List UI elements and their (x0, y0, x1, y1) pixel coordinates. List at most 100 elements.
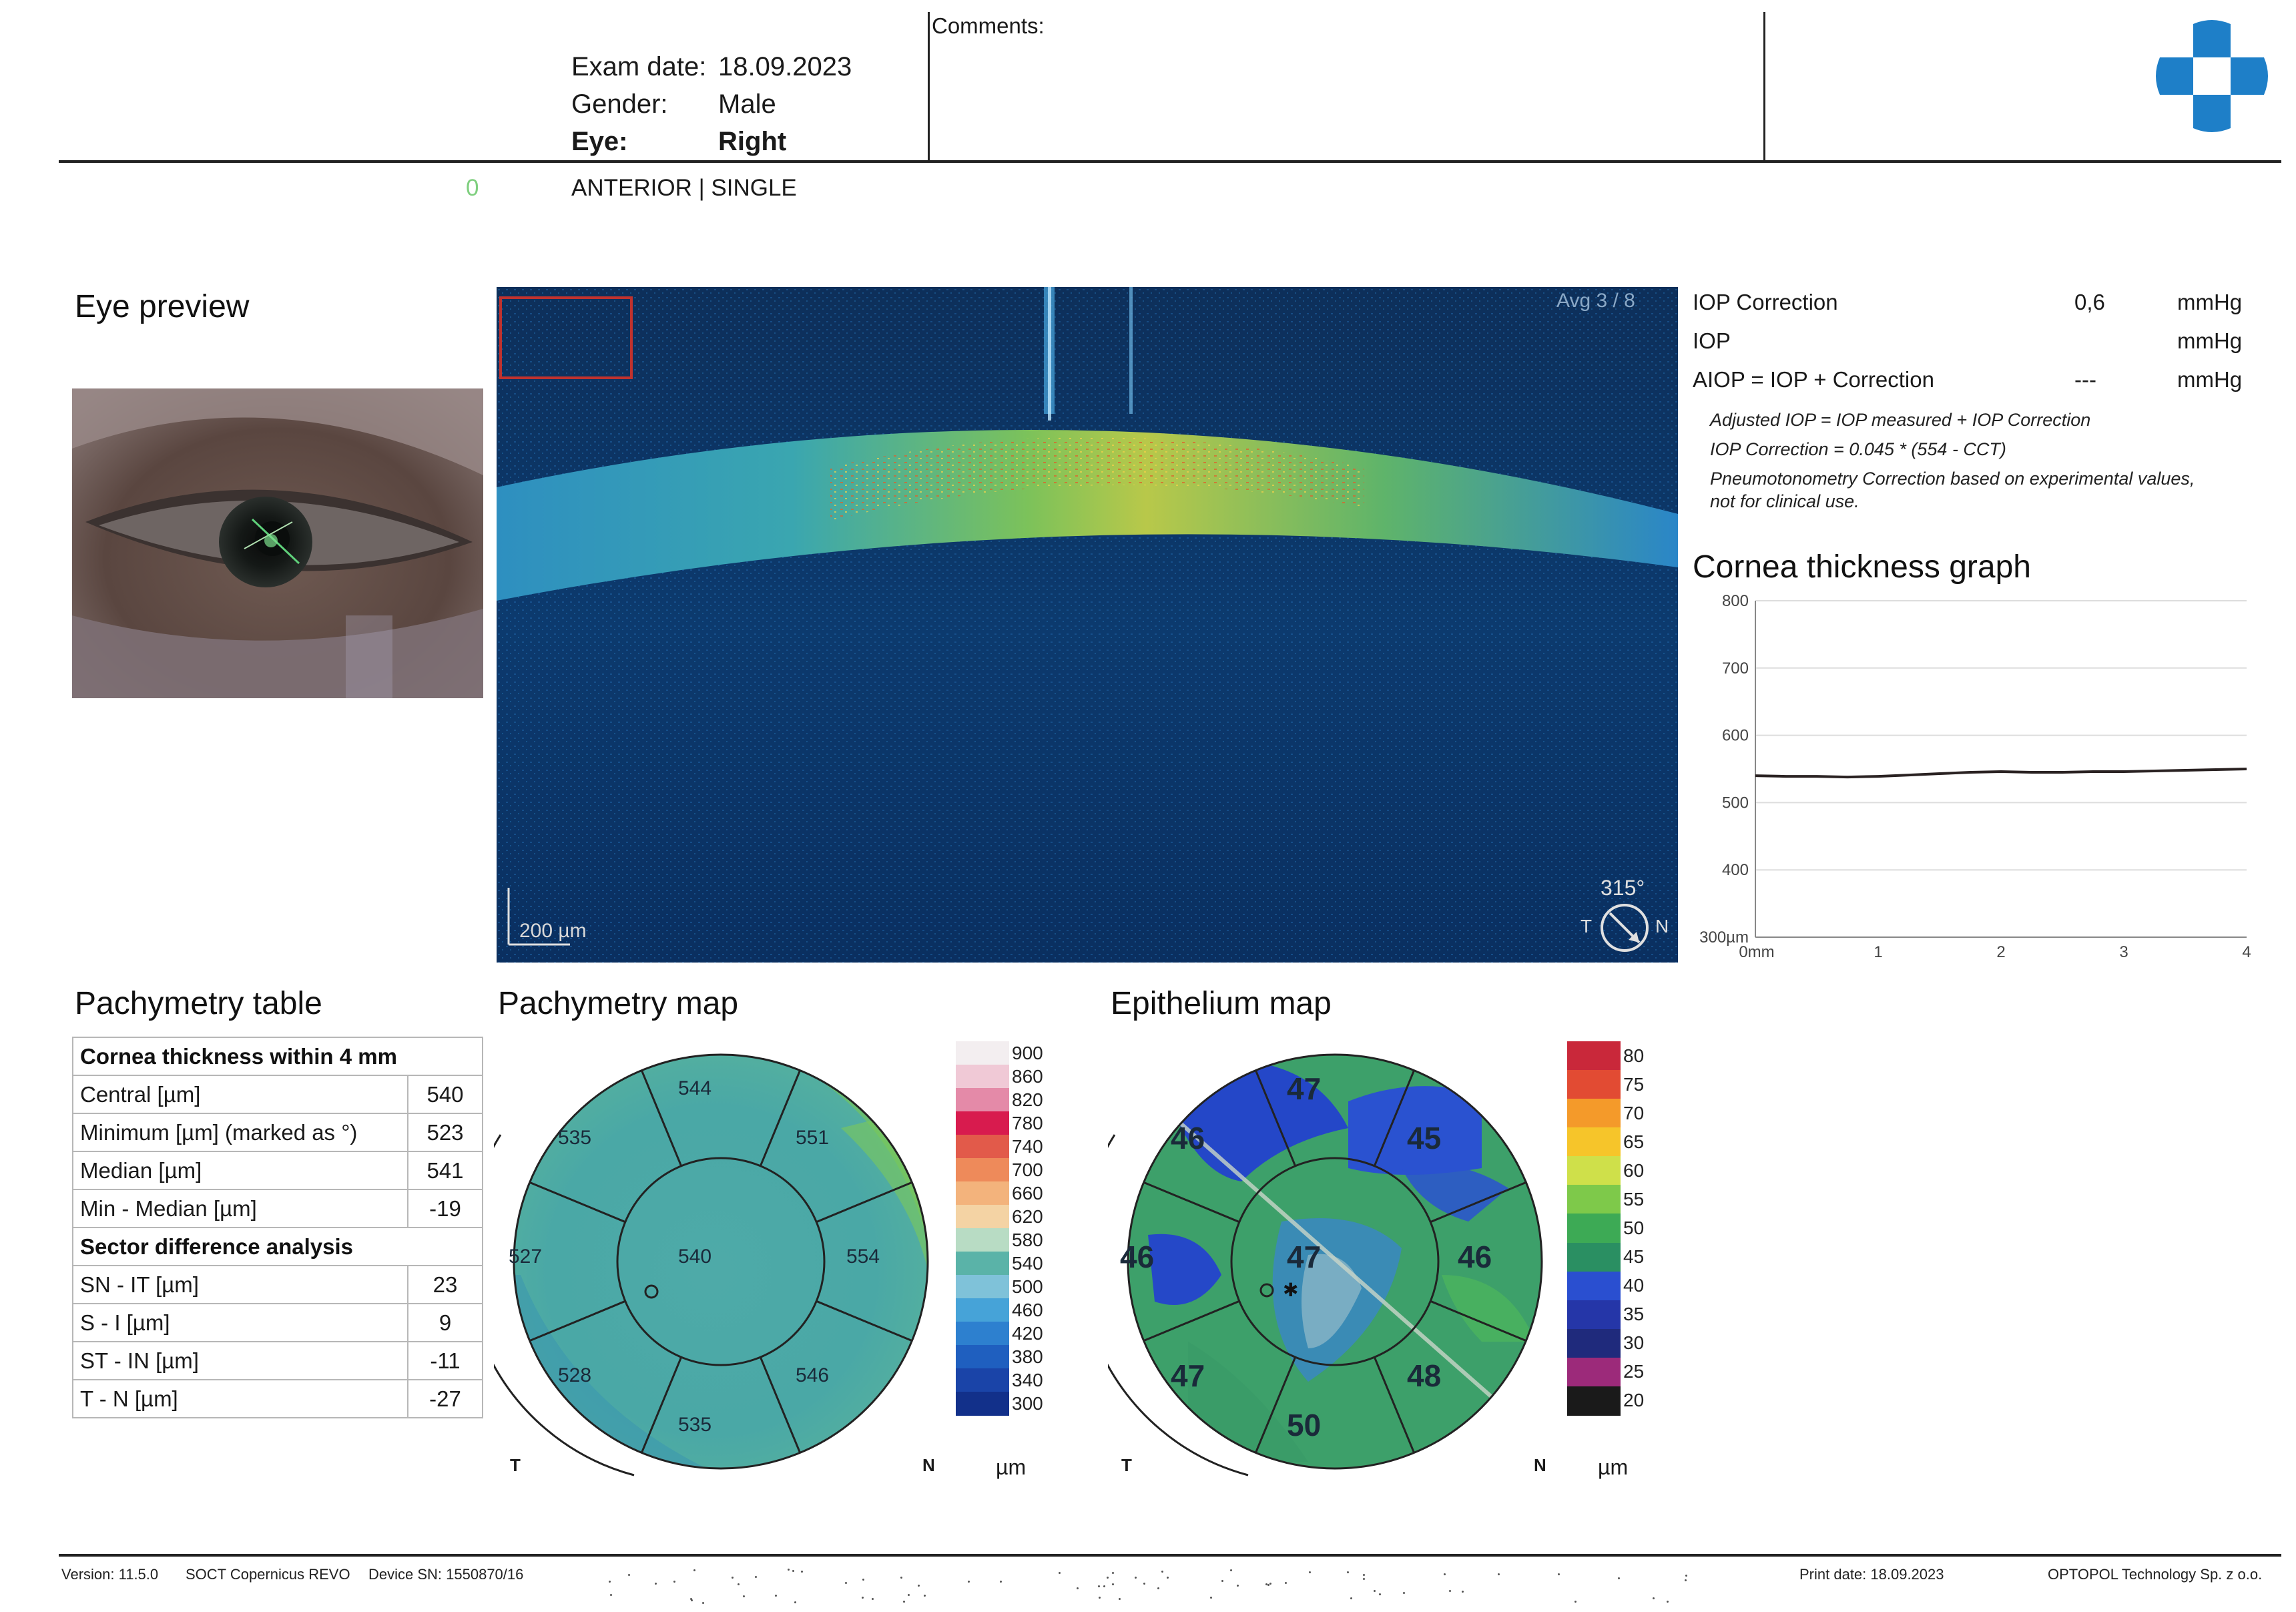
speck (900, 1576, 902, 1579)
legend-swatch (1567, 1214, 1621, 1244)
legend-label: 30 (1623, 1332, 1645, 1354)
sector-divider (1254, 1356, 1297, 1453)
sector-divider (1373, 1070, 1416, 1167)
legend-swatch (1567, 1099, 1621, 1129)
legend-label: 860 (1012, 1065, 1043, 1087)
median-label: Median [µm] (72, 1151, 408, 1190)
legend-swatch (956, 1368, 1009, 1392)
graph-y-tick-label: 800 (1722, 594, 1749, 610)
speck (1557, 1573, 1560, 1576)
epithelium-sector-n: 46 (1458, 1240, 1492, 1274)
scan-type: ANTERIOR | SINGLE (571, 175, 797, 201)
speck (775, 1594, 778, 1597)
speck (1135, 1576, 1137, 1579)
oct-cornea-scan (497, 287, 1678, 963)
minimum-value: 523 (407, 1113, 483, 1152)
speck (1308, 1571, 1311, 1574)
legend-swatch (956, 1088, 1009, 1112)
speck (999, 1580, 1002, 1583)
legend-label: 55 (1623, 1188, 1645, 1210)
legend-label: 380 (1012, 1346, 1043, 1367)
pachymetry-map-title: Pachymetry map (498, 986, 739, 1021)
aiop-unit: mmHg (2177, 367, 2243, 392)
speck (1099, 1596, 1101, 1599)
speck (1685, 1575, 1687, 1577)
speck (800, 1570, 803, 1573)
graph-y-tick-label: 600 (1722, 727, 1749, 745)
pachymetry-temporal-label: T (510, 1455, 521, 1475)
median-value: 541 (407, 1151, 483, 1190)
st-in-value: -11 (407, 1341, 483, 1380)
table-row: Central [µm] 540 (72, 1075, 483, 1114)
comments-right-border (1763, 12, 1765, 162)
legend-swatch (1567, 1156, 1621, 1186)
pachymetry-sector-n: 554 (846, 1246, 880, 1268)
graph-x-tick-label: 1 (1874, 943, 1882, 961)
legend-label: 460 (1012, 1299, 1043, 1320)
pachymetry-sector-sn: 551 (796, 1127, 830, 1149)
pachymetry-sector-st: 535 (558, 1127, 592, 1149)
speck (1574, 1601, 1577, 1603)
speck (732, 1577, 734, 1579)
speck (1403, 1591, 1406, 1594)
legend-swatch (956, 1322, 1009, 1346)
sector-divider (816, 1300, 912, 1342)
legend-label: 620 (1012, 1205, 1043, 1227)
oct-temporal-label: T (1581, 916, 1593, 936)
speck (693, 1569, 696, 1572)
legend-swatch (956, 1181, 1009, 1205)
legend-label: 40 (1623, 1275, 1645, 1296)
speck (673, 1580, 675, 1583)
sector-divider (1143, 1181, 1240, 1224)
speck (1112, 1583, 1115, 1585)
pachymetry-sector-in: 546 (796, 1364, 830, 1386)
eye-label: Eye: (571, 127, 628, 156)
speck (1497, 1573, 1500, 1575)
legend-label: 740 (1012, 1135, 1043, 1157)
legend-swatch (956, 1252, 1009, 1276)
speck (1666, 1601, 1669, 1603)
speck (907, 1594, 910, 1597)
speck (1111, 1571, 1114, 1574)
pachymetry-map (494, 1053, 929, 1476)
minimum-label: Minimum [µm] (marked as °) (72, 1113, 408, 1152)
legend-swatch (1567, 1041, 1621, 1071)
speck (918, 1585, 920, 1587)
speck (1363, 1573, 1366, 1576)
legend-swatch (1567, 1127, 1621, 1157)
table-row: SN - IT [µm] 23 (72, 1265, 483, 1304)
eye-value: Right (718, 127, 787, 156)
speck (1350, 1597, 1352, 1600)
st-in-label: ST - IN [µm] (72, 1341, 408, 1380)
epithelium-sector-sn: 45 (1407, 1121, 1442, 1155)
speck (1076, 1587, 1079, 1589)
speck (1103, 1585, 1106, 1588)
pachymetry-sector-t: 527 (509, 1246, 543, 1268)
comments-label: Comments: (932, 13, 1045, 38)
speck (1098, 1585, 1101, 1587)
speck (1444, 1573, 1446, 1575)
speck (1285, 1582, 1287, 1585)
footer-print-date: Print date: 18.09.2023 (1799, 1566, 1944, 1583)
graph-x-tick-label: 0mm (1739, 943, 1774, 961)
footer-device: SOCT Copernicus REVO (186, 1566, 350, 1583)
epithelium-nasal-label: N (1534, 1455, 1546, 1475)
speck (968, 1580, 970, 1583)
oct-angle-label: 315° (1601, 876, 1645, 900)
iop-unit: mmHg (2177, 328, 2243, 353)
speck (1221, 1579, 1223, 1582)
epithelium-sector-t: 46 (1120, 1240, 1155, 1274)
legend-swatch (956, 1041, 1009, 1065)
cornea-thickness-graph: 800 700 600 500 400 300µm 0mm 1 2 3 4 (1699, 594, 2251, 961)
aiop-label: AIOP = IOP + Correction (1693, 367, 1934, 392)
legend-label: 500 (1012, 1276, 1043, 1297)
speck (861, 1596, 864, 1599)
legend-label: 700 (1012, 1159, 1043, 1180)
table-section-header: Sector difference analysis (72, 1227, 483, 1266)
min-median-label: Min - Median [µm] (72, 1189, 408, 1228)
sector-divider (759, 1070, 802, 1167)
legend-swatch (1567, 1242, 1621, 1272)
speck (787, 1569, 790, 1571)
speck (742, 1595, 745, 1597)
legend-swatch (956, 1135, 1009, 1159)
